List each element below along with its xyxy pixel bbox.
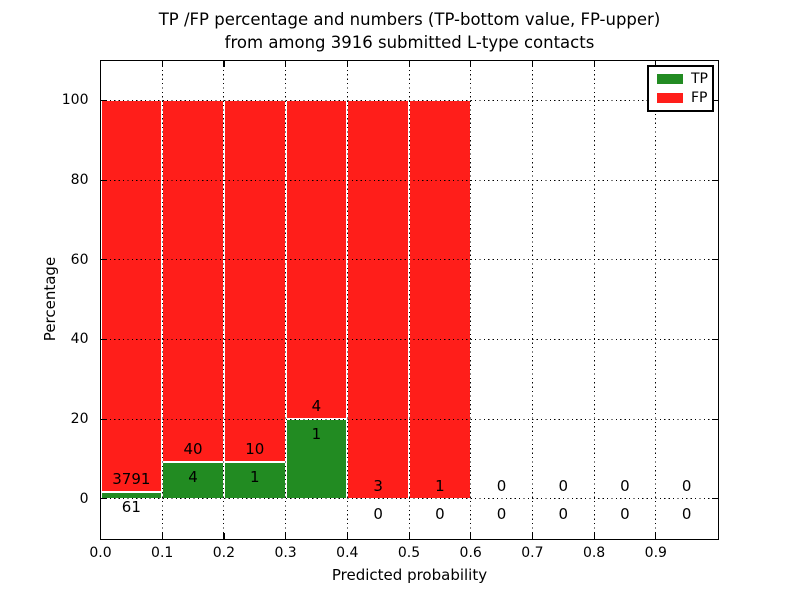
y-tick-mark-left — [100, 99, 107, 102]
x-tick-mark-bottom — [531, 532, 534, 539]
x-tick-mark-bottom — [285, 532, 287, 539]
fp-count-annotation-1: 40 — [183, 440, 203, 459]
y-tick-mark-right — [711, 179, 718, 181]
tp-count-annotation-3: 1 — [311, 425, 322, 443]
y-axis-label: Percentage — [41, 256, 59, 342]
y-tick-label-100: 100 — [61, 92, 89, 109]
fp-count-annotation-6: 0 — [496, 476, 507, 495]
x-tick-mark-bottom — [161, 532, 163, 539]
x-tick-label-0.9: 0.9 — [644, 544, 667, 561]
y-tick-mark-left — [100, 338, 107, 341]
fp-bar-segment-5 — [409, 100, 471, 499]
y-tick-label-20: 20 — [70, 411, 89, 427]
tp-count-annotation-5: 0 — [435, 504, 445, 523]
x-tick-mark-top — [346, 60, 348, 67]
fp-count-annotation-4: 3 — [373, 476, 383, 495]
x-tick-mark-top — [285, 60, 287, 67]
chart-title: TP /FP percentage and numbers (TP-bottom… — [101, 9, 718, 54]
y-tick-mark-right — [711, 498, 718, 500]
tp-count-annotation-9: 0 — [681, 504, 692, 523]
x-tick-label-0.8: 0.8 — [582, 544, 606, 561]
x-tick-mark-top — [470, 60, 472, 67]
x-tick-mark-bottom — [223, 532, 225, 539]
x-tick-label-0.5: 0.5 — [397, 544, 421, 561]
tp-bar-segment-2 — [223, 462, 286, 499]
y-tick-mark-right — [711, 259, 718, 261]
legend: TP FP — [647, 65, 714, 112]
fp-bar-segment-0 — [100, 100, 163, 493]
y-tick-label-0: 0 — [79, 490, 89, 507]
title-line-1: TP /FP percentage and numbers (TP-bottom… — [158, 10, 661, 29]
fp-bar-segment-1 — [162, 100, 224, 463]
tp-count-annotation-6: 0 — [496, 504, 507, 523]
fp-count-annotation-3: 4 — [311, 397, 322, 415]
y-tick-mark-left — [100, 179, 107, 181]
x-tick-mark-top — [593, 60, 595, 67]
v-gridline-0.8 — [593, 60, 595, 539]
v-gridline-0.3 — [285, 60, 287, 539]
y-tick-mark-left — [100, 498, 107, 500]
fp-count-annotation-0: 3791 — [112, 470, 151, 489]
x-tick-mark-top — [655, 60, 657, 67]
legend-entry-tp: TP — [657, 72, 712, 86]
x-tick-mark-bottom — [408, 532, 410, 539]
x-tick-mark-top — [531, 60, 534, 67]
y-tick-mark-left — [100, 418, 107, 420]
x-tick-mark-bottom — [470, 532, 472, 539]
x-tick-mark-bottom — [100, 532, 102, 539]
v-gridline-0.5 — [408, 60, 410, 539]
x-tick-mark-top — [223, 60, 225, 67]
tp-count-annotation-2: 1 — [249, 468, 260, 487]
title-line-2: from among 3916 submitted L-type contact… — [224, 32, 595, 52]
v-gridline-0.1 — [161, 60, 163, 539]
plot-area: 0.0 0.1 0.2 0.3 0.4 0.5 0.6 0.7 0.8 0.9 0 20 40 60 80 1… — [62, 59, 719, 561]
x-axis-label: Predicted probability — [331, 566, 488, 584]
tp-count-annotation-4: 0 — [373, 504, 383, 523]
x-tick-label-0.3: 0.3 — [274, 544, 297, 561]
y-tick-label-40: 40 — [70, 331, 89, 348]
tp-count-annotation-0: 61 — [121, 498, 141, 517]
y-tick-mark-right — [711, 338, 718, 341]
x-tick-label-0.6: 0.6 — [459, 544, 482, 561]
y-tick-label-60: 60 — [70, 251, 89, 268]
x-tick-label-0.2: 0.2 — [212, 544, 236, 561]
y-tick-mark-right — [711, 99, 718, 102]
fp-bar-segment-4 — [347, 100, 409, 499]
y-tick-mark-left — [100, 259, 107, 261]
fp-legend-label: FP — [691, 90, 708, 106]
x-tick-label-0.7: 0.7 — [521, 544, 544, 561]
fp-count-annotation-9: 0 — [681, 476, 692, 495]
tp-color-swatch — [657, 74, 683, 84]
y-tick-label-80: 80 — [70, 172, 89, 188]
fp-count-annotation-7: 0 — [558, 476, 569, 495]
v-gridline-0.9 — [655, 60, 657, 539]
y-tick-mark-right — [711, 418, 718, 420]
x-tick-mark-top — [161, 60, 163, 67]
x-tick-mark-top — [100, 60, 102, 67]
x-tick-label-0.0: 0.0 — [89, 544, 112, 561]
v-gridline-0.2 — [223, 60, 225, 539]
x-tick-mark-bottom — [655, 532, 657, 539]
v-gridline-0.7 — [531, 60, 533, 539]
fp-count-annotation-5: 1 — [435, 476, 445, 495]
tp-count-annotation-8: 0 — [620, 504, 630, 523]
v-gridline-0.6 — [470, 60, 472, 539]
fp-count-annotation-8: 0 — [620, 476, 630, 495]
tp-count-annotation-1: 4 — [188, 468, 198, 487]
fp-color-swatch — [657, 93, 683, 103]
v-gridline-0.4 — [346, 60, 348, 539]
fp-count-annotation-2: 10 — [245, 440, 265, 459]
tp-legend-label: TP — [691, 71, 708, 87]
tp-bar-segment-1 — [162, 462, 224, 499]
x-tick-mark-bottom — [346, 532, 348, 539]
x-tick-mark-top — [408, 60, 410, 67]
legend-entry-fp: FP — [657, 91, 712, 105]
x-tick-label-0.1: 0.1 — [151, 544, 174, 561]
x-tick-label-0.4: 0.4 — [336, 544, 359, 561]
tp-count-annotation-7: 0 — [558, 504, 569, 523]
x-tick-mark-bottom — [593, 532, 595, 539]
